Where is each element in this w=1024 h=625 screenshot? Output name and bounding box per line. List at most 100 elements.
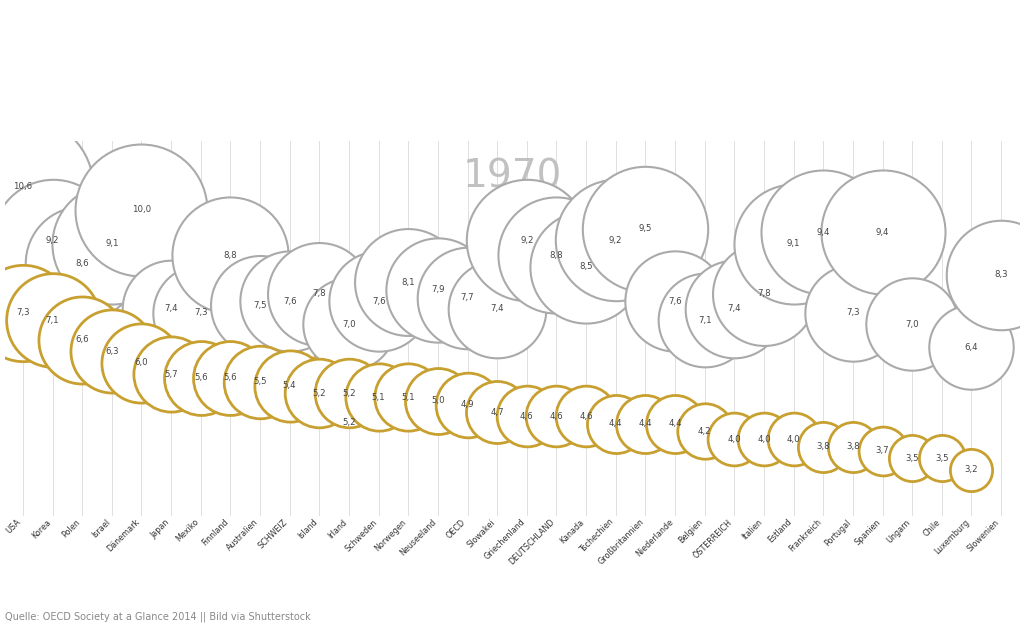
- Text: Korea: Korea: [30, 518, 52, 540]
- Text: Slowakei: Slowakei: [466, 518, 498, 549]
- Point: [696, 316, 713, 326]
- Text: 4,6: 4,6: [580, 412, 593, 421]
- Text: Chile: Chile: [922, 518, 942, 538]
- Text: Norwegen: Norwegen: [373, 518, 409, 552]
- Point: [133, 357, 150, 367]
- Text: Dänemark: Dänemark: [105, 518, 141, 554]
- Text: 5,0: 5,0: [431, 396, 444, 406]
- Point: [785, 434, 802, 444]
- Point: [934, 453, 950, 463]
- Point: [726, 434, 742, 444]
- Text: 4,0: 4,0: [786, 434, 801, 444]
- Text: 7,1: 7,1: [46, 316, 59, 325]
- Point: [578, 262, 594, 272]
- Point: [696, 426, 713, 436]
- Point: [44, 316, 60, 326]
- Point: [489, 408, 506, 418]
- Point: [637, 419, 653, 429]
- Point: [74, 258, 90, 268]
- Text: 7,8: 7,8: [757, 289, 771, 298]
- Text: 7,0: 7,0: [905, 320, 919, 329]
- Text: 9,4: 9,4: [816, 228, 830, 237]
- Text: 7,3: 7,3: [194, 308, 208, 318]
- Point: [637, 224, 653, 234]
- Point: [341, 319, 357, 329]
- Text: 4,6: 4,6: [520, 412, 534, 421]
- Text: 8,8: 8,8: [223, 251, 238, 260]
- Text: 7,6: 7,6: [372, 297, 385, 306]
- Text: 6,0: 6,0: [135, 358, 148, 367]
- Point: [518, 235, 535, 245]
- Text: 9,2: 9,2: [520, 236, 534, 244]
- Point: [371, 392, 387, 402]
- Point: [756, 289, 772, 299]
- Point: [904, 319, 921, 329]
- Text: 4,2: 4,2: [698, 427, 712, 436]
- Point: [282, 296, 298, 306]
- Point: [311, 289, 328, 299]
- Text: 7,5: 7,5: [253, 301, 267, 309]
- Text: Griechenland: Griechenland: [482, 518, 526, 562]
- Point: [874, 228, 891, 238]
- Text: Frankreich: Frankreich: [787, 518, 823, 554]
- Text: Polen: Polen: [60, 518, 82, 539]
- Text: 6,6: 6,6: [76, 335, 89, 344]
- Point: [518, 411, 535, 421]
- Text: 4,4: 4,4: [639, 419, 652, 428]
- Point: [460, 399, 476, 409]
- Point: [74, 334, 90, 344]
- Point: [103, 346, 120, 356]
- Text: Niederlande: Niederlande: [634, 518, 675, 559]
- Point: [44, 235, 60, 245]
- Text: 1970: 1970: [462, 158, 562, 196]
- Text: 3,5: 3,5: [935, 454, 948, 462]
- Text: 3,8: 3,8: [846, 442, 860, 451]
- Point: [964, 465, 980, 475]
- Text: USA: USA: [5, 518, 23, 536]
- Point: [489, 304, 506, 314]
- Point: [815, 228, 831, 238]
- Point: [845, 442, 861, 452]
- Text: 4,4: 4,4: [669, 419, 682, 428]
- Text: Israel: Israel: [90, 518, 112, 539]
- Point: [430, 396, 446, 406]
- Text: 9,1: 9,1: [786, 239, 801, 249]
- Text: Ungarn: Ungarn: [885, 518, 912, 544]
- Point: [430, 285, 446, 295]
- Point: [815, 442, 831, 452]
- Point: [282, 381, 298, 391]
- Point: [311, 388, 328, 398]
- Text: Irland: Irland: [327, 518, 349, 540]
- Point: [133, 204, 150, 214]
- Text: 7,7: 7,7: [461, 293, 474, 302]
- Text: 8,8: 8,8: [550, 251, 563, 260]
- Text: 7,1: 7,1: [698, 316, 712, 325]
- Point: [964, 342, 980, 352]
- Point: [607, 419, 624, 429]
- Text: 9,1: 9,1: [105, 239, 119, 249]
- Text: 3,7: 3,7: [876, 446, 889, 455]
- Text: Finnland: Finnland: [201, 518, 230, 548]
- Point: [163, 369, 179, 379]
- Text: 5,6: 5,6: [194, 373, 208, 382]
- Point: [548, 251, 564, 261]
- Text: 4,0: 4,0: [727, 434, 741, 444]
- Text: 10,6: 10,6: [13, 182, 33, 191]
- Text: 9,5: 9,5: [639, 224, 652, 233]
- Point: [845, 308, 861, 318]
- Text: Tschechien: Tschechien: [579, 518, 615, 555]
- Point: [756, 434, 772, 444]
- Text: 4,9: 4,9: [461, 400, 474, 409]
- Text: Island: Island: [296, 518, 319, 541]
- Text: 7,6: 7,6: [283, 297, 297, 306]
- Text: 8,5: 8,5: [580, 262, 593, 271]
- Text: Spanien: Spanien: [853, 518, 883, 547]
- Text: Italien: Italien: [740, 518, 764, 541]
- Point: [785, 239, 802, 249]
- Text: 8,6: 8,6: [76, 259, 89, 268]
- Text: 3,5: 3,5: [905, 454, 919, 462]
- Point: [578, 411, 594, 421]
- Text: 9,2: 9,2: [46, 236, 59, 244]
- Point: [726, 304, 742, 314]
- Point: [607, 235, 624, 245]
